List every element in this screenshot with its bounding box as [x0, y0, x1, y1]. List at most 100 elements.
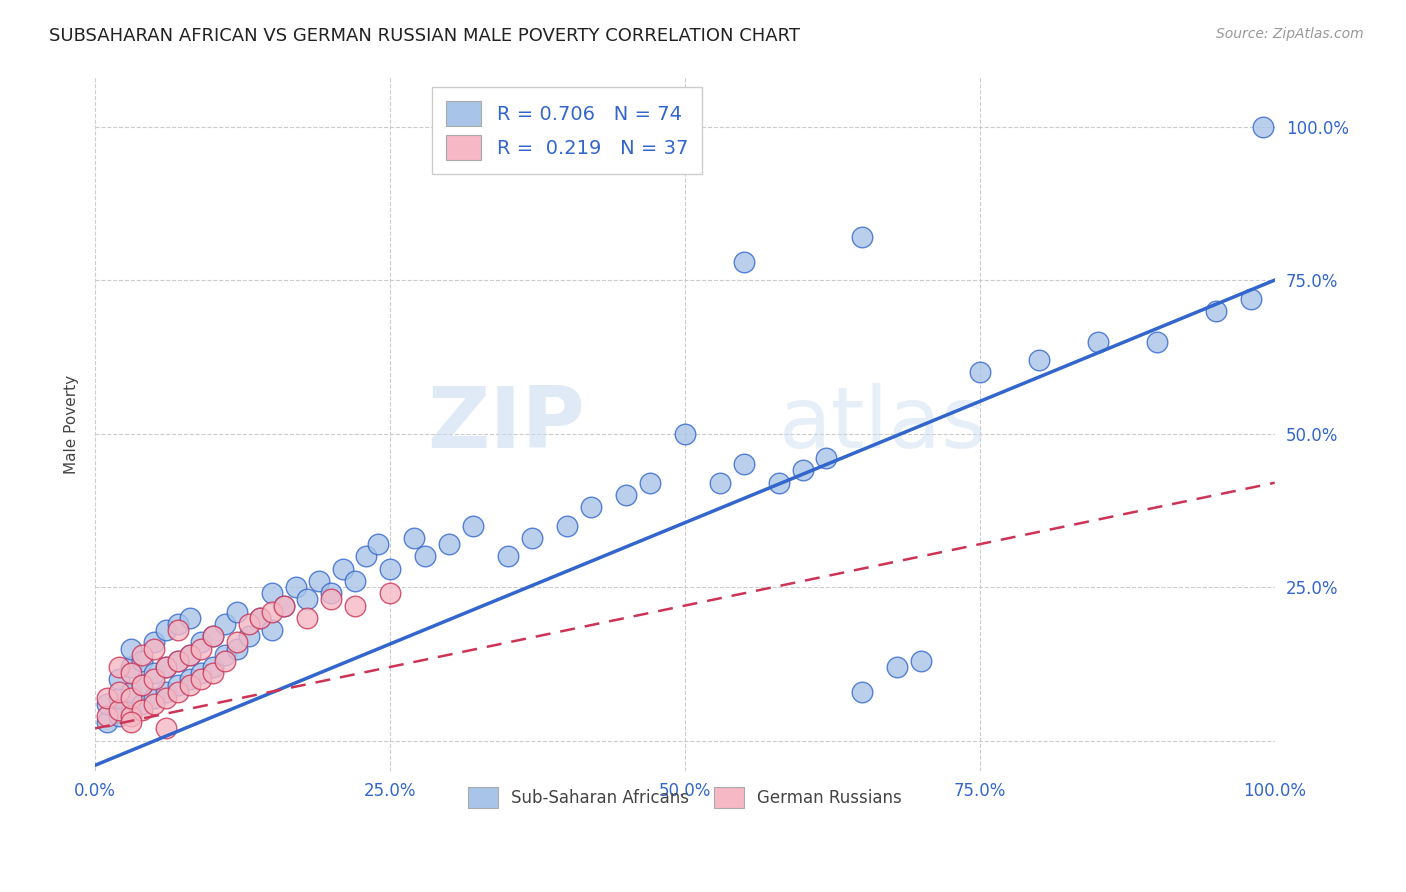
Point: [238, 617, 260, 632]
Point: [815, 451, 838, 466]
Point: [768, 475, 790, 490]
Point: [402, 531, 425, 545]
Point: [190, 666, 212, 681]
Point: [120, 660, 142, 674]
Point: [166, 617, 188, 632]
Point: [96, 715, 118, 730]
Point: [343, 574, 366, 588]
Point: [378, 562, 401, 576]
Point: [273, 599, 295, 613]
Point: [969, 365, 991, 379]
Point: [709, 475, 731, 490]
Point: [1087, 334, 1109, 349]
Point: [225, 605, 247, 619]
Point: [131, 678, 153, 692]
Point: [792, 463, 814, 477]
Point: [131, 697, 153, 711]
Point: [319, 586, 342, 600]
Point: [886, 660, 908, 674]
Point: [131, 678, 153, 692]
Point: [249, 611, 271, 625]
Point: [143, 641, 166, 656]
Point: [579, 500, 602, 515]
Point: [332, 562, 354, 576]
Point: [1146, 334, 1168, 349]
Point: [614, 488, 637, 502]
Point: [166, 654, 188, 668]
Point: [214, 617, 236, 632]
Point: [910, 654, 932, 668]
Point: [120, 690, 142, 705]
Point: [155, 684, 177, 698]
Point: [107, 684, 129, 698]
Point: [155, 722, 177, 736]
Point: [284, 580, 307, 594]
Point: [733, 254, 755, 268]
Point: [131, 648, 153, 662]
Point: [202, 629, 225, 643]
Point: [107, 660, 129, 674]
Legend: Sub-Saharan Africans, German Russians: Sub-Saharan Africans, German Russians: [461, 780, 908, 815]
Text: Source: ZipAtlas.com: Source: ZipAtlas.com: [1216, 27, 1364, 41]
Point: [120, 709, 142, 723]
Point: [143, 673, 166, 687]
Point: [262, 586, 284, 600]
Point: [415, 549, 437, 564]
Point: [107, 673, 129, 687]
Y-axis label: Male Poverty: Male Poverty: [65, 375, 79, 474]
Point: [225, 635, 247, 649]
Point: [107, 690, 129, 705]
Point: [143, 697, 166, 711]
Point: [120, 715, 142, 730]
Point: [437, 537, 460, 551]
Point: [179, 611, 201, 625]
Point: [120, 666, 142, 681]
Point: [308, 574, 330, 588]
Point: [190, 673, 212, 687]
Point: [107, 703, 129, 717]
Point: [555, 518, 578, 533]
Point: [179, 678, 201, 692]
Point: [120, 703, 142, 717]
Point: [155, 690, 177, 705]
Point: [202, 666, 225, 681]
Point: [273, 599, 295, 613]
Point: [1240, 292, 1263, 306]
Point: [1028, 353, 1050, 368]
Point: [249, 611, 271, 625]
Point: [143, 666, 166, 681]
Point: [202, 629, 225, 643]
Point: [166, 678, 188, 692]
Point: [120, 684, 142, 698]
Point: [343, 599, 366, 613]
Point: [461, 518, 484, 533]
Text: ZIP: ZIP: [427, 383, 585, 466]
Point: [179, 648, 201, 662]
Point: [238, 629, 260, 643]
Point: [131, 654, 153, 668]
Point: [496, 549, 519, 564]
Point: [166, 654, 188, 668]
Point: [107, 709, 129, 723]
Point: [356, 549, 378, 564]
Point: [367, 537, 389, 551]
Point: [120, 641, 142, 656]
Point: [214, 648, 236, 662]
Point: [638, 475, 661, 490]
Point: [225, 641, 247, 656]
Point: [262, 623, 284, 637]
Point: [1205, 303, 1227, 318]
Point: [96, 697, 118, 711]
Point: [214, 654, 236, 668]
Point: [202, 660, 225, 674]
Point: [851, 230, 873, 244]
Point: [166, 684, 188, 698]
Point: [179, 648, 201, 662]
Point: [673, 426, 696, 441]
Point: [297, 592, 319, 607]
Point: [155, 623, 177, 637]
Point: [733, 458, 755, 472]
Point: [96, 709, 118, 723]
Text: atlas: atlas: [779, 383, 987, 466]
Point: [131, 703, 153, 717]
